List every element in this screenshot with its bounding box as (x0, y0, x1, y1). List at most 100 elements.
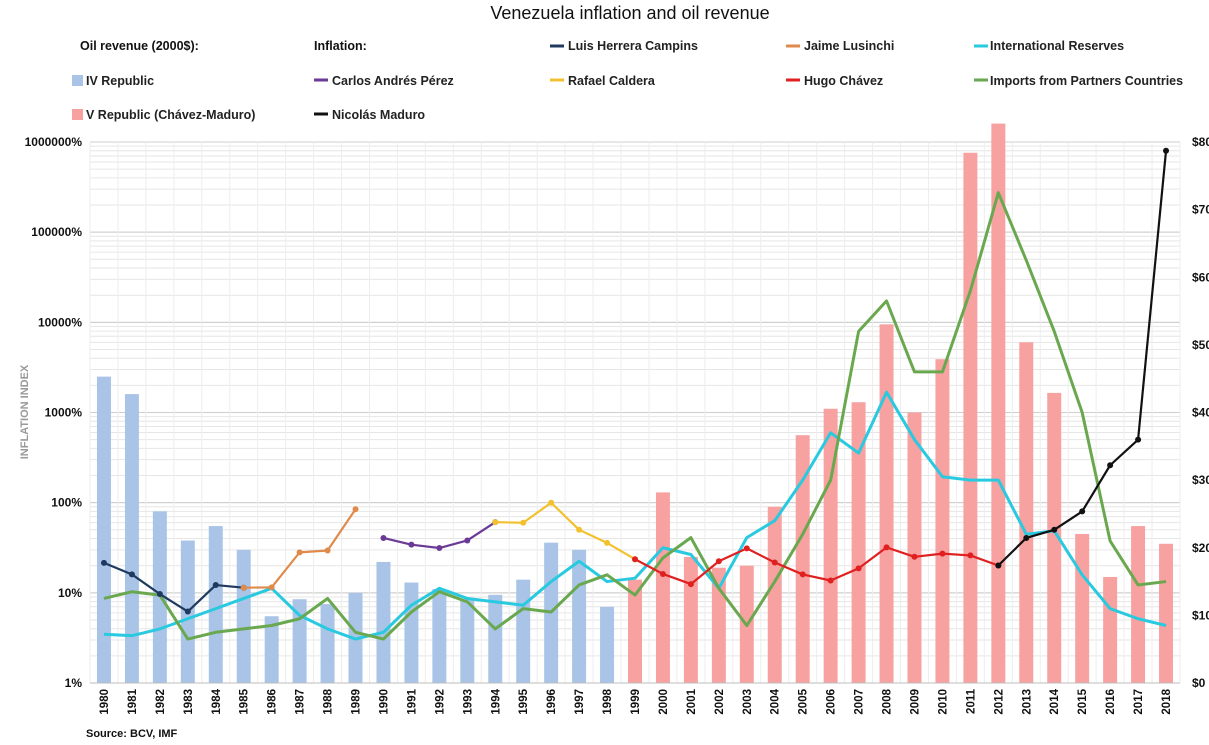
x-tick-label: 2004 (770, 688, 782, 714)
x-tick-label: 2010 (937, 689, 949, 715)
bar-v-republic-chavez-maduro-2013 (1019, 342, 1034, 683)
x-tick-label: 2006 (826, 689, 838, 715)
x-tick-label: 2013 (1021, 689, 1033, 715)
point-luis-herrera-campins-1983 (184, 608, 191, 615)
point-nicolas-maduro-2013 (1023, 534, 1030, 541)
y-tick-label: 10000% (38, 315, 82, 329)
x-tick-label: 1980 (99, 689, 111, 715)
y2-tick-label: $80 (1192, 135, 1209, 149)
y2-tick-label: $10 (1192, 608, 1209, 622)
legend-item-imports-partners: Imports from Partners Countries (974, 74, 1183, 88)
x-tick-label: 2012 (993, 689, 1005, 715)
series-line-hugo-chavez (634, 546, 999, 586)
point-nicolas-maduro-2014 (1051, 526, 1058, 533)
point-luis-herrera-campins-1981 (128, 571, 135, 578)
x-tick-label: 1997 (574, 689, 586, 715)
source-note: Source: BCV, IMF (86, 728, 178, 740)
chart-title: Venezuela inflation and oil revenue (490, 3, 769, 23)
legend: Oil revenue (2000$): Inflation: IV Repub… (72, 39, 1183, 122)
point-carlos-andres-perez-1992 (436, 545, 443, 552)
x-tick-label: 1984 (211, 688, 223, 714)
point-carlos-andres-perez-1990 (380, 534, 387, 541)
x-tick-label: 1998 (602, 688, 614, 714)
x-tick-label: 2015 (1077, 688, 1089, 714)
legend-item-rafael-caldera: Rafael Caldera (550, 74, 656, 88)
y2-tick-label: $0 (1192, 676, 1206, 690)
bar-v-republic-chavez-maduro-2009 (907, 412, 922, 683)
legend-item-v-republic: V Republic (Chávez-Maduro) (72, 108, 255, 122)
legend-item-iv-republic: IV Republic (72, 74, 154, 88)
point-jaime-lusinchi-1987 (296, 549, 303, 556)
bar-v-republic-chavez-maduro-2006 (823, 408, 838, 683)
bar-v-republic-chavez-maduro-2001 (683, 556, 698, 683)
y2-tick-label: $20 (1192, 541, 1209, 555)
legend-label-international-reserves: International Reserves (990, 39, 1124, 53)
x-tick-label: 2003 (742, 689, 754, 715)
legend-header-inflation: Inflation: (314, 39, 367, 53)
legend-item-luis-herrera-campins: Luis Herrera Campins (550, 39, 698, 53)
point-hugo-chavez-2010 (939, 550, 946, 557)
bar-v-republic-chavez-maduro-2014 (1047, 392, 1062, 683)
x-tick-label: 1993 (462, 689, 474, 715)
point-rafael-caldera-1998 (604, 539, 611, 546)
x-tick-label: 1994 (490, 688, 502, 714)
x-tick-label: 2001 (686, 688, 698, 714)
point-nicolas-maduro-2015 (1079, 508, 1086, 515)
point-rafael-caldera-1996 (548, 499, 555, 506)
bar-iv-republic-1994 (488, 594, 503, 683)
point-carlos-andres-perez-1993 (464, 537, 471, 544)
point-hugo-chavez-2002 (715, 558, 722, 565)
x-tick-label: 2008 (882, 688, 894, 714)
y2-tick-label: $70 (1192, 203, 1209, 217)
point-rafael-caldera-1994 (492, 519, 499, 526)
x-tick-label: 1981 (127, 688, 139, 714)
legend-item-hugo-chavez: Hugo Chávez (786, 74, 883, 88)
bar-iv-republic-1995 (516, 579, 531, 683)
x-tick-label: 2016 (1105, 689, 1117, 715)
y-tick-label: 100% (51, 496, 82, 510)
point-hugo-chavez-2000 (659, 570, 666, 577)
legend-item-nicolas-maduro: Nicolás Maduro (314, 108, 425, 122)
bar-v-republic-chavez-maduro-2016 (1103, 576, 1118, 683)
bar-v-republic-chavez-maduro-2011 (963, 152, 978, 683)
y-tick-label: 1000% (45, 406, 83, 420)
bar-iv-republic-1980 (96, 376, 111, 683)
point-hugo-chavez-2007 (855, 565, 862, 572)
point-nicolas-maduro-2012 (995, 562, 1002, 569)
x-tick-label: 1988 (323, 688, 335, 714)
point-hugo-chavez-2004 (771, 559, 778, 566)
x-tick-label: 1990 (378, 689, 390, 715)
legend-label-hugo-chavez: Hugo Chávez (804, 74, 883, 88)
bar-v-republic-chavez-maduro-2018 (1159, 543, 1174, 683)
legend-swatch-v-republic (72, 109, 83, 120)
series-lines (100, 147, 1170, 641)
point-hugo-chavez-2011 (967, 552, 974, 559)
point-rafael-caldera-1997 (576, 526, 583, 533)
point-hugo-chavez-1999 (632, 556, 638, 563)
point-hugo-chavez-2005 (799, 571, 806, 578)
x-tick-label: 2017 (1133, 689, 1145, 715)
axes: 1% 10% 100% 1000% 10000% 100000% 1000000% $0 $10… (25, 135, 1209, 715)
x-tick-label: 2011 (965, 688, 977, 714)
x-tick-label: 2018 (1161, 688, 1173, 714)
legend-label-rafael-caldera: Rafael Caldera (568, 74, 656, 88)
bar-v-republic-chavez-maduro-2008 (879, 324, 894, 683)
bar-v-republic-chavez-maduro-2017 (1131, 526, 1146, 683)
bar-v-republic-chavez-maduro-2005 (795, 435, 810, 683)
point-luis-herrera-campins-1980 (100, 559, 107, 566)
point-jaime-lusinchi-1985 (240, 584, 247, 591)
x-tick-label: 2005 (798, 688, 810, 714)
bar-iv-republic-1988 (320, 604, 335, 683)
x-tick-label: 2002 (714, 689, 726, 715)
x-tick-label: 1986 (267, 689, 279, 715)
legend-label-v-republic: V Republic (Chávez-Maduro) (86, 108, 255, 122)
bar-v-republic-chavez-maduro-2002 (711, 567, 726, 683)
series-line-rafael-caldera (495, 501, 636, 561)
point-nicolas-maduro-2017 (1135, 436, 1142, 443)
bar-v-republic-chavez-maduro-1999 (628, 579, 642, 683)
point-jaime-lusinchi-1989 (352, 506, 359, 513)
series-line-luis-herrera-campins (103, 561, 244, 613)
bar-iv-republic-1984 (208, 526, 223, 683)
point-nicolas-maduro-2018 (1163, 147, 1170, 154)
x-tick-label: 2000 (658, 689, 670, 715)
